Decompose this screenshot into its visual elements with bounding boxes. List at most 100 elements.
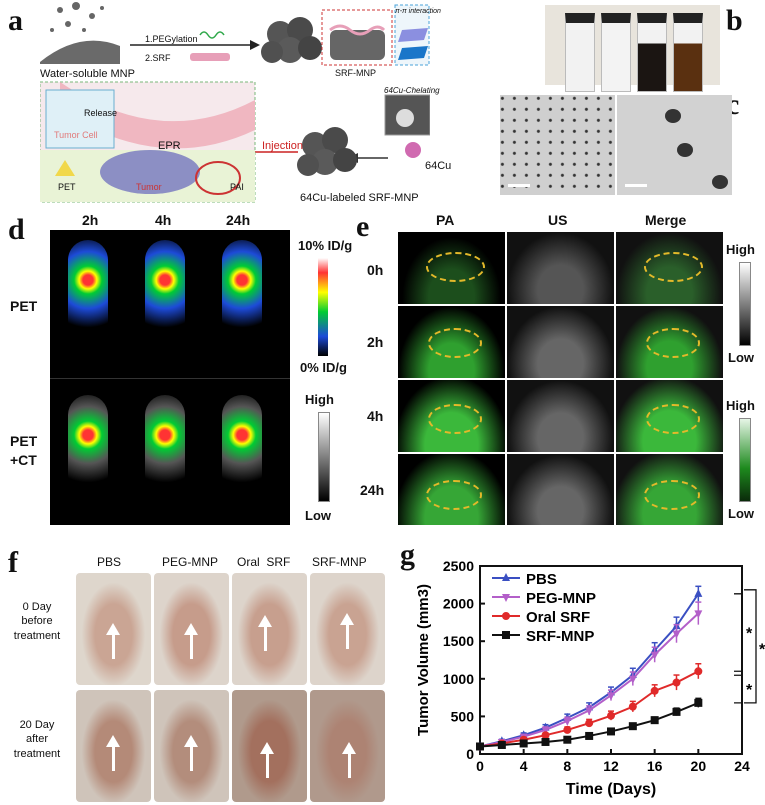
y-tick-label: 0 [466,746,474,762]
tumor-outline [644,480,700,510]
mouse-peg-day20 [154,690,229,802]
vial-3 [637,13,667,92]
pet-mouse-24h [222,240,262,340]
tumor-outline [644,252,703,282]
data-point [694,667,703,676]
legend-marker [502,612,510,620]
pa-24h [398,454,505,525]
gray-low: Low [305,508,331,523]
significance-star: * [759,641,765,658]
vial-2 [601,13,631,92]
data-point [563,735,572,744]
mouse-srf-day20 [310,690,385,802]
row-label-pet: PET [10,298,38,314]
data-point [650,716,659,725]
panel-label-f: f [8,546,18,579]
merge-0h [616,232,723,304]
x-tick-label: 16 [647,758,663,774]
legend-label: Oral SRF [526,609,590,626]
data-point [519,739,528,748]
cu-chelating-label: 64Cu-Chelating [384,86,440,95]
panel-label-b: b [726,4,743,37]
us-gray-scale [739,262,751,346]
scale-bar [508,184,530,187]
col-label-pa: PA [436,212,455,228]
col-label-us: US [548,212,568,228]
row-label-4h: 4h [367,408,384,424]
pa-4h [398,380,505,452]
f-col-pbs: PBS [97,555,122,569]
data-point [607,692,615,701]
pet-scale-top: 10% ID/g [298,238,353,253]
mouse-oral-day20 [232,690,307,802]
data-point [497,740,506,749]
plot-frame [479,565,743,755]
mouse-oral-day0 [232,573,307,685]
f-col-peg-mnp: PEG-MNP [162,555,219,569]
tem-image-low [500,95,615,195]
col-label-merge: Merge [645,212,687,228]
legend-label: PBS [526,571,557,588]
us-24h [507,454,614,525]
legend-label: SRF-MNP [526,628,594,645]
f-col-oral-srf: Oral SRF [237,555,291,569]
panel-label-g: g [400,538,415,571]
legend-marker [502,573,510,581]
pet-label: PET [58,182,76,192]
pai-label: PAI [230,182,244,192]
step-2-label: 2.SRF [145,53,171,63]
legend-marker [502,631,510,639]
scale-bar [625,184,647,187]
data-point [694,588,703,597]
mouse-pbs-day0 [76,573,151,685]
significance-star: * [746,682,753,699]
arrow-icon [106,735,120,771]
tumor-outline [426,252,485,282]
pet-mouse-2h [68,240,108,340]
merge-2h [616,306,723,378]
tem-image-high [617,95,732,195]
injection-label: Injection [262,140,303,152]
arrow-icon [342,742,356,778]
arrow-icon [106,623,120,659]
bracket-pbs-srf [744,589,757,704]
legend-label: PEG-MNP [526,590,596,607]
data-point [541,731,550,740]
significance-star: * [746,626,753,643]
data-point [563,725,572,734]
pet-scale-bottom: 0% ID/g [300,360,347,375]
bracket-oral-srf [734,674,743,704]
data-point [541,726,550,735]
pa-0h [398,232,505,304]
y-tick-label: 1500 [443,633,474,649]
pa-2h [398,306,505,378]
row-label-petct: PET +CT [10,433,38,468]
vials-photo [545,5,720,92]
us-2h [507,306,614,378]
petct-mouse-4h [145,395,185,495]
petct-mouse-24h [222,395,262,495]
arrow-icon [258,615,272,651]
y-tick-label: 2000 [443,596,474,612]
y-tick-label: 2500 [443,558,474,574]
tumor-volume-chart: 0 500 1000 1500 2000 2500 0 4 8 12 16 20 24 Time (Day… [415,558,765,798]
data-point [607,711,615,720]
f-row-20day: 20 Day after treatment [13,719,61,760]
time-label-24h: 24h [226,212,251,228]
e-low-2: Low [728,506,754,521]
data-point [607,727,615,736]
x-tick-label: 8 [563,758,571,774]
data-point [628,702,637,711]
tumor-label: Tumor [136,182,162,192]
arrow-icon [260,742,274,778]
mouse-peg-day0 [154,573,229,685]
f-col-srf-mnp: SRF-MNP [312,555,367,569]
grid-divider [50,378,290,379]
bracket-pbs-oral [734,593,743,672]
legend-marker [502,594,510,602]
arrow-icon [184,735,198,771]
tumor-outline [426,480,482,510]
tem-particle [677,143,693,157]
ct-gray-scale [318,412,330,502]
y-axis-label: Tumor Volume (mm3) [415,584,432,736]
